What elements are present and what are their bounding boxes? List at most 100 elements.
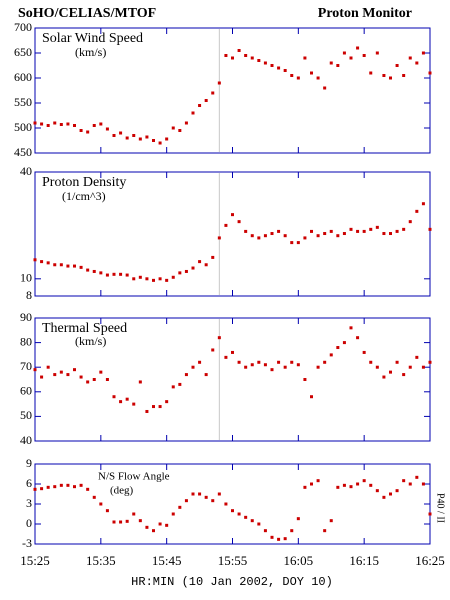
data-point [125,273,129,277]
y-tick-label: 8 [26,288,32,302]
y-tick-label: 3 [26,496,32,510]
data-point [375,51,379,55]
data-point [105,509,109,513]
data-point [408,220,412,224]
data-point [99,502,103,506]
data-point [369,483,373,487]
data-point [244,515,248,519]
data-point [33,368,37,372]
y-tick-label: 700 [14,20,32,34]
data-point [408,482,412,486]
data-point [145,135,149,139]
data-point [178,505,182,509]
data-point [349,485,353,489]
data-point [395,489,399,493]
data-point [53,373,57,377]
data-point [310,229,313,233]
data-point [178,129,182,132]
data-point [244,365,248,369]
data-point [66,122,70,126]
data-point [316,479,320,483]
data-point [428,360,432,364]
data-point [290,74,294,77]
data-point [92,124,96,127]
data-point [46,124,50,127]
data-point [362,479,366,483]
data-point [231,509,234,513]
panel-title: N/S Flow Angle [98,471,170,483]
y-tick-label: 40 [20,433,32,447]
data-point [237,512,241,516]
data-point [356,46,360,50]
data-point [231,350,234,354]
data-point [283,365,287,369]
header-left: SoHO/CELIAS/MTOF [18,6,156,21]
data-point [336,64,340,67]
data-point [356,229,360,233]
data-point [382,74,386,77]
data-point [375,225,379,229]
data-point [421,51,425,55]
data-point [79,129,83,132]
data-point [217,81,221,85]
data-point [277,360,281,364]
data-point [119,131,123,135]
data-point [428,71,432,75]
data-point [263,363,267,367]
data-point [119,272,123,276]
data-point [329,61,333,65]
data-point [40,122,44,126]
y-tick-label: 500 [14,120,32,134]
data-point [369,71,373,75]
data-point [132,134,136,137]
data-point [421,482,425,486]
data-point [336,485,340,489]
data-point [158,141,162,145]
x-tick-label: 15:35 [86,553,116,568]
data-point [316,76,320,80]
y-tick-label: 550 [14,95,32,109]
y-tick-label: 70 [20,359,32,373]
data-point [428,512,432,516]
data-point [86,268,90,272]
data-point [250,519,254,523]
data-point [119,520,123,524]
x-tick-label: 15:55 [218,553,248,568]
data-point [257,360,261,364]
data-point [204,99,208,102]
data-point [73,485,76,489]
data-point [53,485,57,489]
data-point [362,350,366,354]
data-point [270,64,274,67]
data-point [389,76,392,80]
data-point [184,499,188,503]
data-point [421,365,425,369]
data-point [152,139,155,142]
data-point [316,365,320,369]
data-point [198,104,202,107]
data-point [191,365,195,369]
data-point [40,260,44,264]
data-point [323,86,327,90]
data-point [257,236,261,240]
data-point [257,59,261,62]
data-point [132,402,136,406]
data-point [369,360,373,364]
data-point [198,260,202,264]
y-tick-label: 600 [14,70,32,84]
data-point [198,492,202,496]
data-point [211,348,215,352]
data-point [349,56,353,60]
panel-title: Thermal Speed [42,321,127,336]
data-point [428,227,432,231]
data-point [329,519,333,523]
data-point [415,355,419,359]
data-point [362,54,366,57]
data-point [310,71,313,75]
data-point [395,360,399,364]
data-point [178,271,182,275]
data-point [171,275,175,279]
y-tick-label: 50 [20,408,32,422]
data-point [66,483,70,487]
